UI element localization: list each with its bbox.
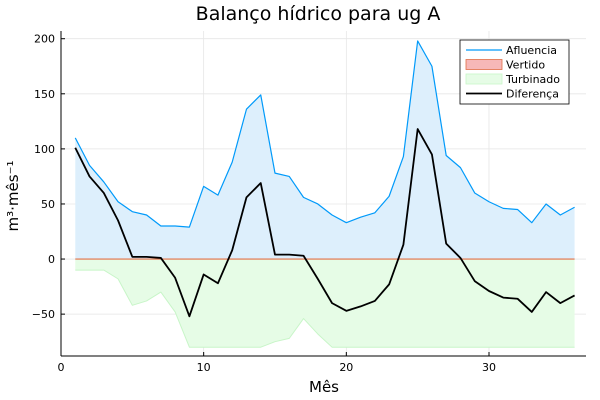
afluencia-line	[74, 40, 575, 228]
y-tick-label: 150	[34, 88, 55, 101]
diferenca-line	[74, 128, 576, 318]
tick-labels: 0 10 20 30 −50 0 50 100 150 200	[32, 33, 496, 374]
legend-vertido-swatch	[465, 59, 503, 70]
x-tick-label: 30	[482, 361, 496, 374]
y-tick-label: 50	[41, 198, 55, 211]
turbinado-area	[75, 259, 575, 348]
legend-afluencia-label: Afluencia	[506, 44, 557, 57]
legend-diferenca-label: Diferença	[506, 88, 559, 101]
area-fills	[75, 40, 575, 348]
x-axis-label: Mês	[309, 378, 339, 396]
axes	[60, 31, 586, 357]
y-tick-label: −50	[32, 308, 55, 321]
y-axis-label: m³·mês⁻¹	[4, 161, 22, 232]
legend-turbinado-label: Turbinado	[505, 73, 560, 86]
chart-title: Balanço hídrico para ug A	[196, 3, 441, 25]
legend-vertido-label: Vertido	[506, 59, 545, 72]
afluencia-area	[75, 40, 575, 260]
legend-turbinado-swatch	[465, 73, 503, 85]
x-tick-label: 10	[197, 361, 211, 374]
y-tick-label: 200	[34, 33, 55, 46]
y-tick-label: 100	[34, 143, 55, 156]
x-tick-label: 20	[339, 361, 353, 374]
series-lines	[74, 40, 576, 348]
turbinado-line	[75, 269, 575, 348]
x-tick-label: 0	[58, 361, 65, 374]
y-tick-label: 0	[48, 253, 55, 266]
